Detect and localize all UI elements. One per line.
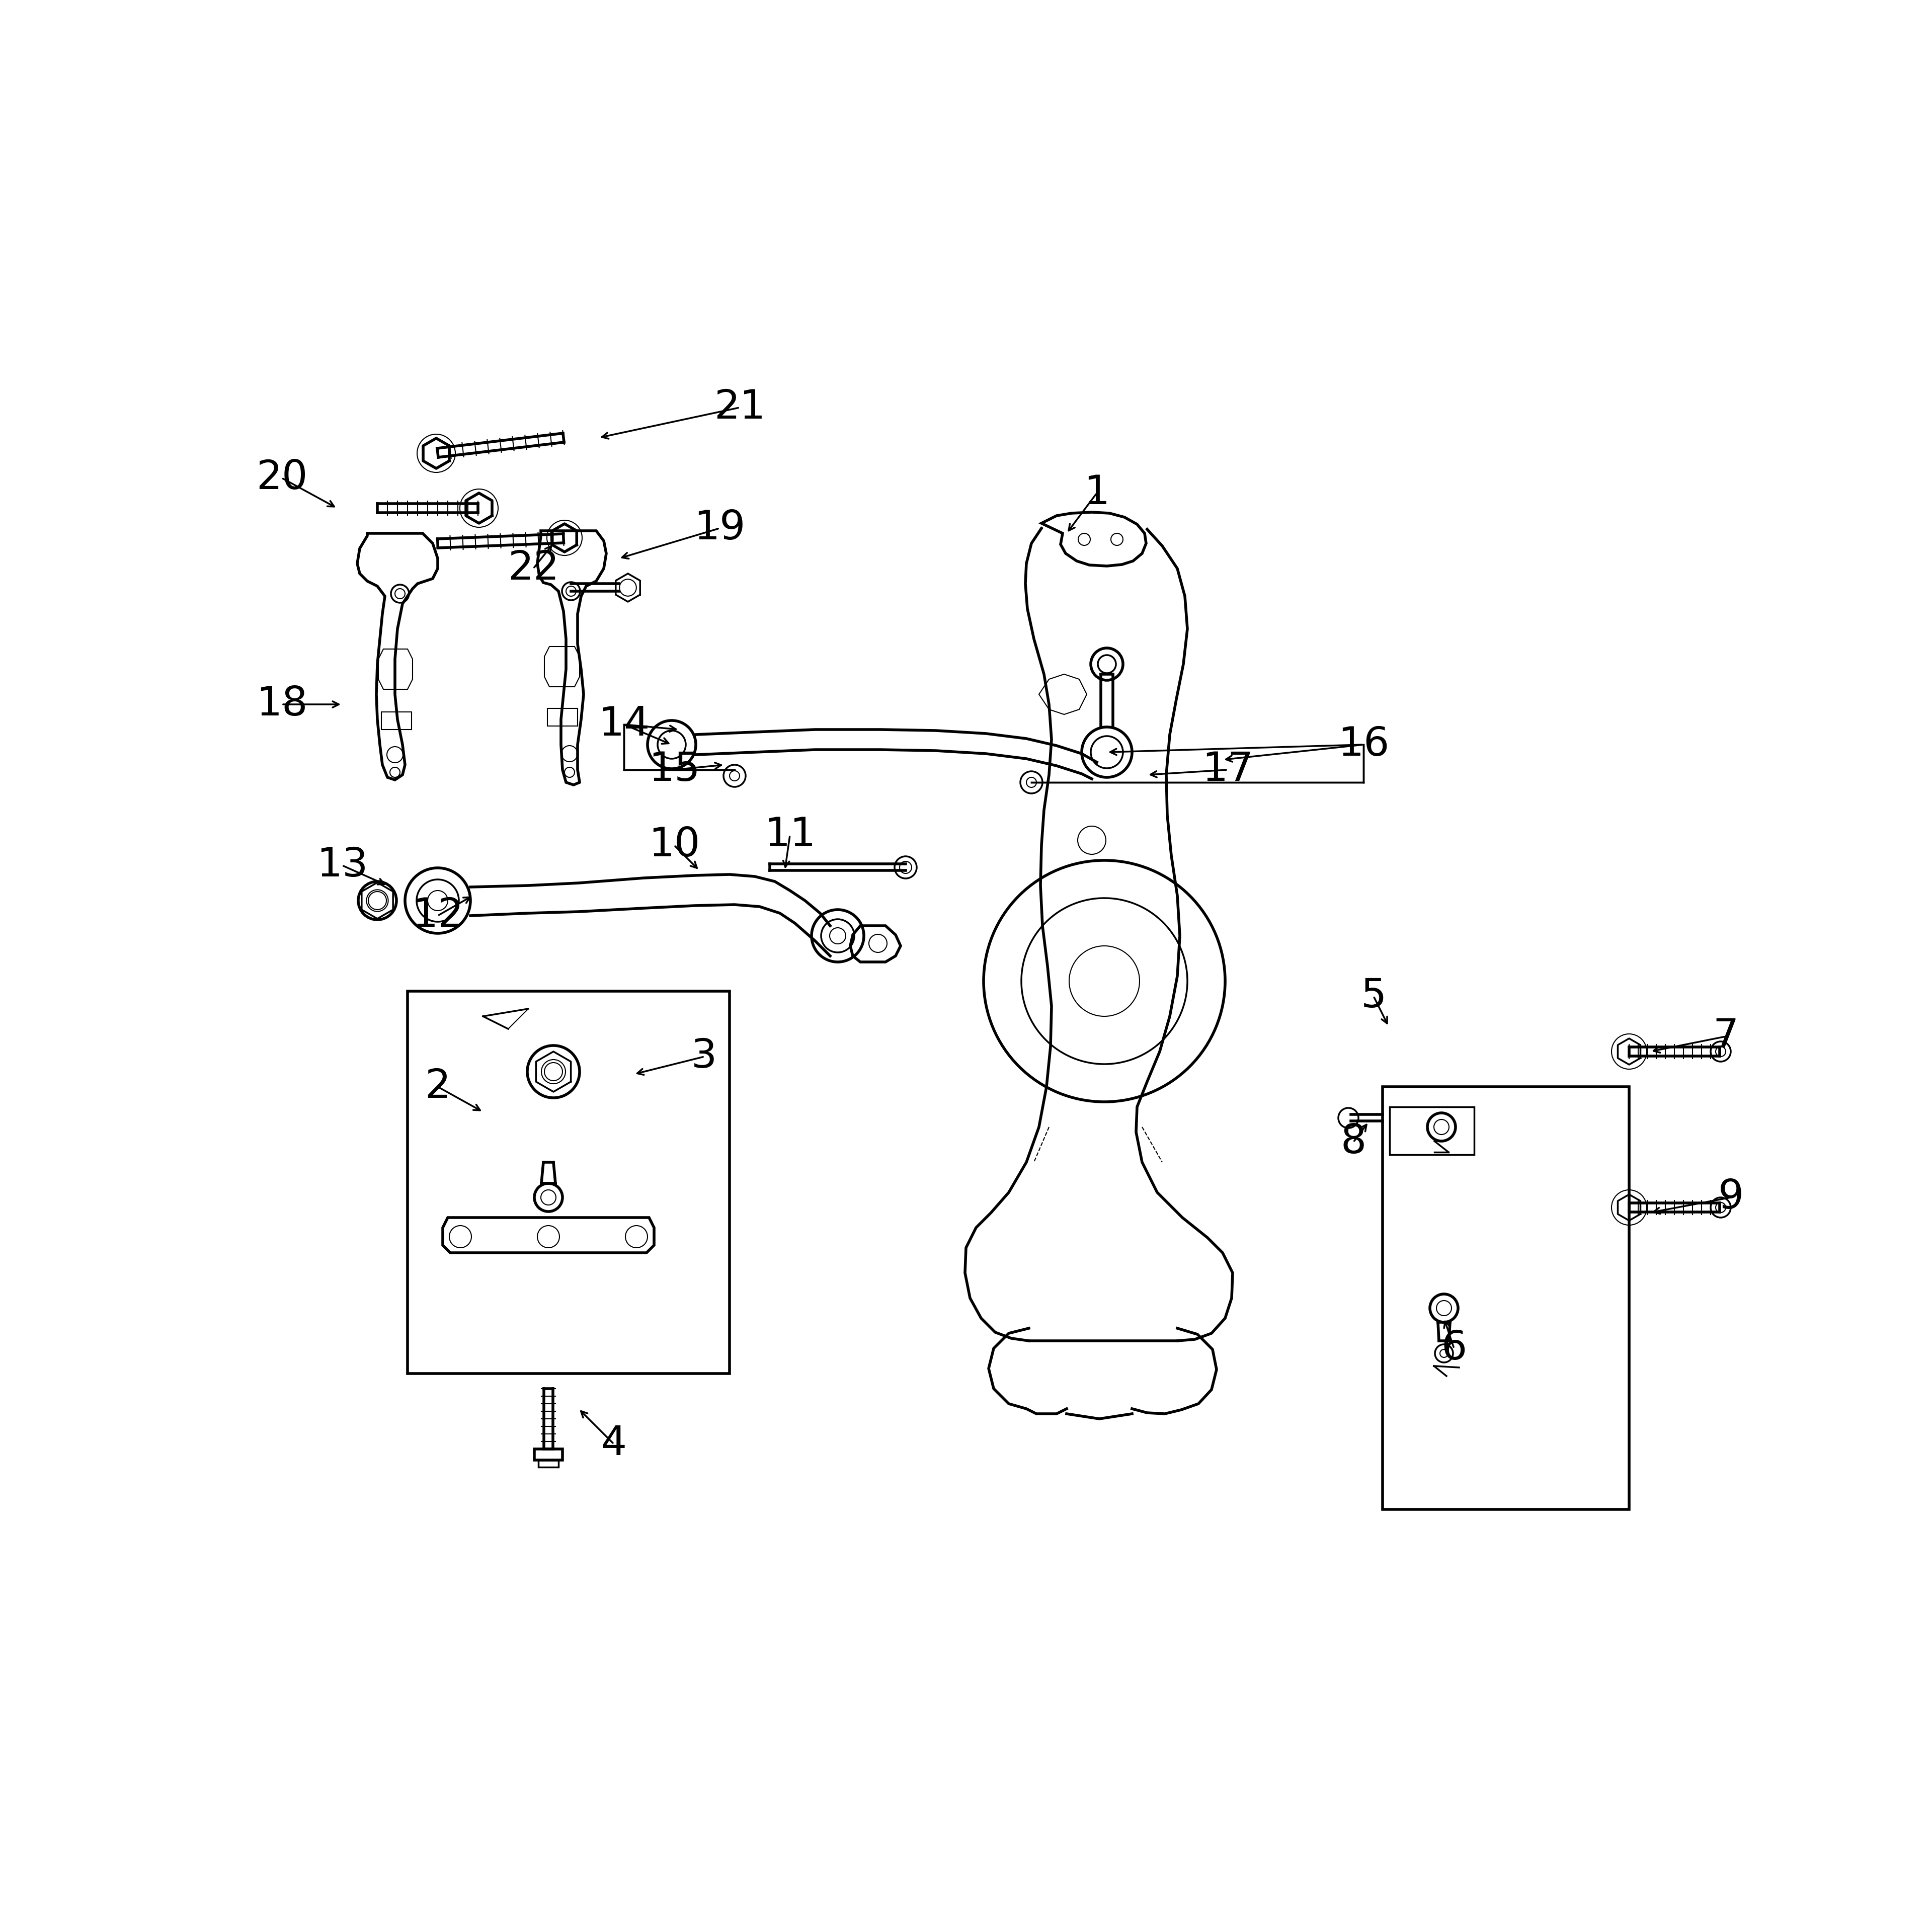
Text: 2: 2 — [425, 1066, 450, 1107]
Text: 13: 13 — [317, 846, 367, 885]
Bar — [1383, 1086, 1629, 1509]
Text: 10: 10 — [649, 825, 699, 866]
Bar — [547, 709, 578, 726]
Text: 1: 1 — [1084, 473, 1109, 512]
Bar — [539, 1461, 558, 1466]
Bar — [408, 991, 730, 1374]
Text: 6: 6 — [1441, 1329, 1466, 1368]
Text: 22: 22 — [508, 549, 558, 587]
Text: 18: 18 — [257, 684, 307, 725]
Text: 5: 5 — [1360, 976, 1387, 1016]
Bar — [535, 1449, 562, 1461]
Text: 20: 20 — [257, 458, 307, 498]
Text: 3: 3 — [692, 1037, 717, 1076]
Text: 9: 9 — [1718, 1179, 1745, 1217]
Text: 4: 4 — [601, 1424, 626, 1464]
Bar — [381, 711, 412, 730]
Text: 12: 12 — [412, 896, 464, 935]
Text: 11: 11 — [765, 815, 815, 854]
Text: 17: 17 — [1202, 750, 1254, 790]
Text: 14: 14 — [599, 705, 649, 744]
Text: 19: 19 — [694, 508, 746, 549]
Text: 15: 15 — [649, 750, 699, 790]
Text: 21: 21 — [713, 388, 765, 427]
Text: 7: 7 — [1714, 1016, 1739, 1057]
Text: 16: 16 — [1337, 725, 1389, 765]
Text: 8: 8 — [1341, 1122, 1366, 1161]
